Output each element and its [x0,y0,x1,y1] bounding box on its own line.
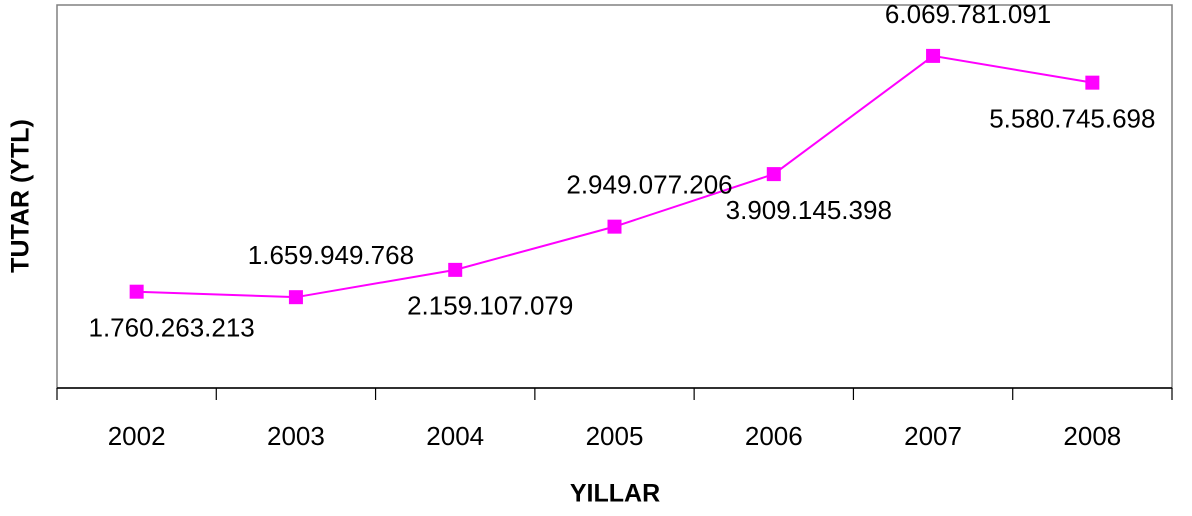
data-label: 6.069.781.091 [885,0,1051,29]
marker [926,48,941,63]
data-label: 1.659.949.768 [248,240,414,270]
marker [607,219,622,234]
x-axis-title: YILLAR [570,480,660,508]
data-label: 1.760.263.213 [89,313,255,343]
x-tick-label: 2002 [108,421,166,451]
x-tick-label: 2004 [426,421,484,451]
marker [1085,75,1100,90]
x-tick-label: 2006 [745,421,803,451]
x-tick-label: 2008 [1063,421,1121,451]
data-label: 2.159.107.079 [407,291,573,321]
marker [129,284,144,299]
data-label: 3.909.145.398 [726,195,892,225]
data-label: 5.580.745.698 [989,104,1155,134]
x-tick-label: 2003 [267,421,325,451]
marker [448,262,463,277]
x-tick-label: 2007 [904,421,962,451]
marker [766,167,781,182]
data-label: 2.949.077.206 [566,170,732,200]
x-tick-label: 2005 [586,421,644,451]
marker [288,290,303,305]
y-axis-title: TUTAR (YTL) [7,119,35,273]
